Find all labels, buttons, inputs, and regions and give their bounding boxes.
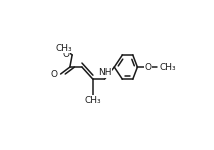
Text: O: O [62,50,69,59]
Text: O: O [144,63,151,72]
Text: O: O [51,69,58,78]
Text: CH₃: CH₃ [85,96,101,105]
Text: CH₃: CH₃ [160,63,177,72]
Text: NH: NH [98,68,111,77]
Text: CH₃: CH₃ [55,44,72,52]
